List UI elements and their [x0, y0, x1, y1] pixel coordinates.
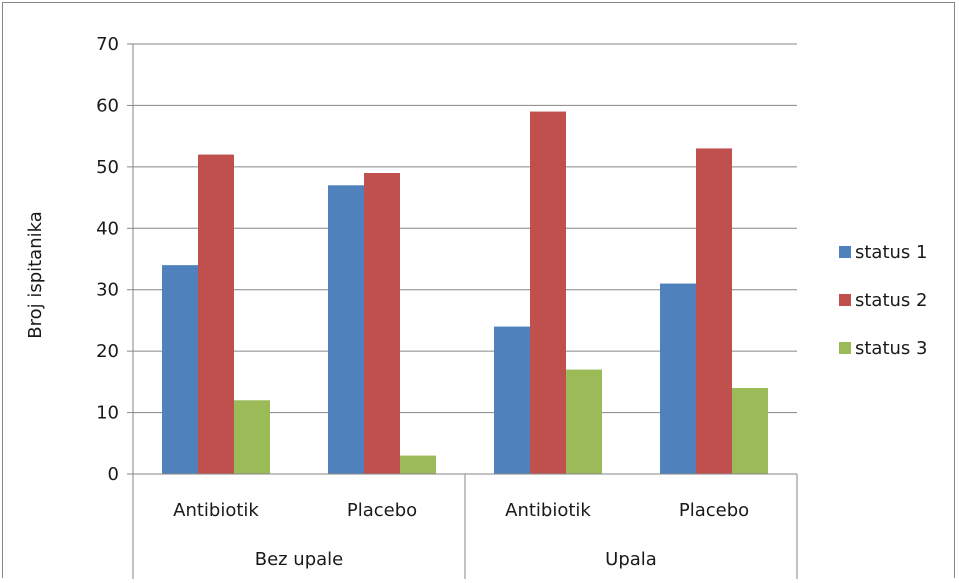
bars	[162, 111, 768, 475]
group-label: Bez upale	[255, 549, 344, 570]
bar-status-1-3	[660, 283, 696, 474]
y-tick-label: 10	[96, 403, 119, 424]
bar-status-2-0	[198, 154, 234, 475]
y-tick-label: 40	[96, 218, 119, 239]
bar-status-1-1	[328, 185, 364, 475]
category-label: Placebo	[679, 500, 749, 521]
y-tick-label: 0	[108, 464, 119, 485]
y-axis-label: Broj ispitanika	[25, 211, 46, 339]
legend-swatch	[839, 246, 851, 258]
category-label: Antibiotik	[173, 500, 259, 521]
category-labels: Antibiotik Placebo Antibiotik Placebo	[173, 500, 749, 521]
bar-status-3-3	[732, 388, 768, 474]
bar-status-3-1	[400, 455, 436, 474]
bar-status-3-0	[234, 400, 270, 474]
bar-status-2-1	[364, 173, 400, 474]
group-label: Upala	[605, 549, 657, 570]
legend: status 1 status 2 status 3	[839, 242, 927, 359]
y-tick-labels: 0 10 20 30 40 50 60 70	[96, 34, 119, 485]
category-label: Antibiotik	[505, 500, 591, 521]
legend-swatch	[839, 342, 851, 354]
bar-status-1-2	[494, 326, 530, 474]
bar-status-2-2	[530, 111, 566, 475]
axes	[132, 44, 798, 579]
legend-label: status 3	[855, 338, 927, 359]
bar-status-1-0	[162, 265, 198, 474]
y-tick-label: 70	[96, 34, 119, 55]
legend-label: status 1	[855, 242, 927, 263]
bar-status-2-3	[696, 148, 732, 474]
group-labels: Bez upale Upala	[255, 549, 657, 570]
legend-label: status 2	[855, 290, 927, 311]
category-label: Placebo	[347, 500, 417, 521]
y-tick-label: 20	[96, 341, 119, 362]
legend-swatch	[839, 294, 851, 306]
y-tick-label: 50	[96, 157, 119, 178]
bar-status-3-2	[566, 369, 602, 474]
y-tick-label: 60	[96, 95, 119, 116]
y-tick-label: 30	[96, 280, 119, 301]
